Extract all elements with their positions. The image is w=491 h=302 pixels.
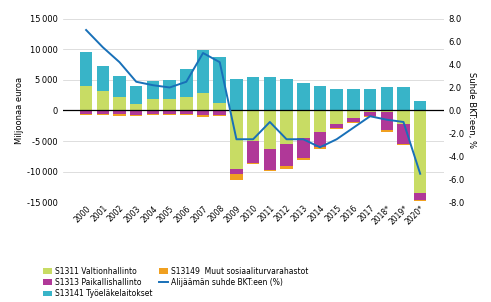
Bar xyxy=(247,141,259,163)
Legend: S1311 Valtionhallinto, S1313 Paikallishallinto, S13141 Työeläkelaitokset, S13149: S1311 Valtionhallinto, S1313 Paikallisha… xyxy=(43,267,308,298)
Bar xyxy=(230,79,243,111)
Bar xyxy=(230,111,243,169)
Bar xyxy=(164,114,176,115)
Bar xyxy=(97,66,109,91)
Bar xyxy=(214,111,226,115)
Bar xyxy=(80,111,92,114)
Bar xyxy=(164,80,176,99)
Bar xyxy=(214,103,226,111)
Bar xyxy=(113,97,126,111)
Bar xyxy=(397,144,410,146)
Bar xyxy=(147,114,159,115)
Bar xyxy=(130,115,142,116)
Bar xyxy=(414,200,427,201)
Bar xyxy=(364,116,376,117)
Bar xyxy=(197,111,209,115)
Bar xyxy=(280,166,293,169)
Bar xyxy=(347,111,359,118)
Bar xyxy=(397,124,410,144)
Bar xyxy=(197,50,209,93)
Bar xyxy=(280,144,293,166)
Bar xyxy=(347,89,359,111)
Bar xyxy=(314,86,326,111)
Bar xyxy=(97,111,109,114)
Bar xyxy=(164,111,176,114)
Bar xyxy=(230,174,243,180)
Bar xyxy=(381,130,393,132)
Bar xyxy=(130,111,142,115)
Bar xyxy=(280,79,293,111)
Bar xyxy=(314,132,326,147)
Bar xyxy=(197,115,209,117)
Bar xyxy=(130,104,142,111)
Bar xyxy=(347,118,359,121)
Bar xyxy=(147,111,159,114)
Bar xyxy=(330,128,343,129)
Bar xyxy=(297,138,309,158)
Bar xyxy=(230,169,243,174)
Bar xyxy=(97,91,109,111)
Bar xyxy=(264,77,276,111)
Bar xyxy=(80,114,92,115)
Bar xyxy=(147,99,159,111)
Bar xyxy=(297,111,309,138)
Bar xyxy=(264,111,276,149)
Bar xyxy=(214,57,226,103)
Y-axis label: Suhde BKT:een, %: Suhde BKT:een, % xyxy=(467,72,476,149)
Bar xyxy=(330,111,343,124)
Bar xyxy=(113,114,126,116)
Bar xyxy=(381,87,393,111)
Bar xyxy=(180,114,192,115)
Bar xyxy=(164,99,176,111)
Bar xyxy=(364,112,376,116)
Bar xyxy=(347,121,359,123)
Bar xyxy=(381,112,393,130)
Bar xyxy=(330,89,343,111)
Bar xyxy=(381,111,393,112)
Bar xyxy=(297,158,309,159)
Bar xyxy=(264,149,276,170)
Bar xyxy=(247,111,259,141)
Bar xyxy=(247,163,259,164)
Bar xyxy=(314,147,326,149)
Bar xyxy=(113,76,126,97)
Bar xyxy=(80,52,92,86)
Bar xyxy=(264,170,276,171)
Bar xyxy=(280,111,293,144)
Bar xyxy=(80,86,92,111)
Bar xyxy=(330,124,343,128)
Bar xyxy=(314,111,326,132)
Bar xyxy=(180,111,192,114)
Bar xyxy=(247,77,259,111)
Bar xyxy=(97,114,109,115)
Y-axis label: Miljoonaa euroa: Miljoonaa euroa xyxy=(15,77,24,144)
Bar xyxy=(180,69,192,97)
Bar xyxy=(214,115,226,116)
Bar xyxy=(414,193,427,200)
Bar xyxy=(414,111,427,193)
Bar xyxy=(364,111,376,112)
Bar xyxy=(113,111,126,114)
Bar xyxy=(130,86,142,104)
Bar xyxy=(397,87,410,111)
Bar xyxy=(197,93,209,111)
Bar xyxy=(297,83,309,111)
Bar xyxy=(180,97,192,111)
Bar xyxy=(414,101,427,111)
Bar xyxy=(397,111,410,124)
Bar xyxy=(147,81,159,99)
Bar xyxy=(364,89,376,111)
